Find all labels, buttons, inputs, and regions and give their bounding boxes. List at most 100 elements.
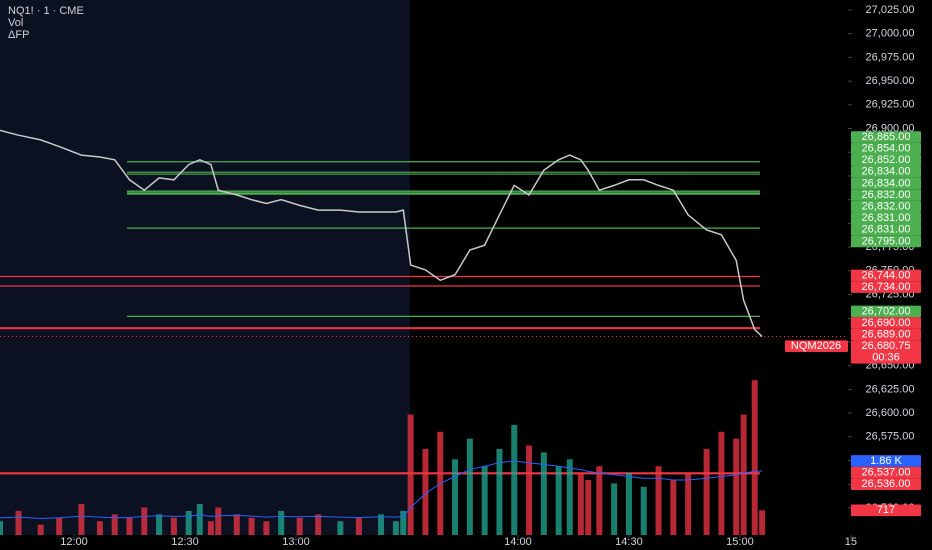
price-tag-label: 26,852.00 bbox=[862, 154, 911, 166]
y-tick-label: 26,575.00 bbox=[866, 431, 915, 443]
x-tick-label: 14:30 bbox=[615, 536, 643, 548]
price-tag bbox=[851, 224, 921, 236]
volume-bar bbox=[640, 486, 647, 535]
price-tag bbox=[851, 478, 921, 490]
volume-bar bbox=[196, 504, 203, 535]
volume-bar bbox=[56, 517, 63, 535]
chart-title: NQ1! · 1 · CME bbox=[8, 5, 84, 17]
volume-bar bbox=[511, 424, 518, 535]
volume-bar bbox=[296, 517, 303, 535]
price-tag bbox=[851, 212, 921, 225]
price-tag bbox=[851, 455, 921, 467]
symbol-tag bbox=[785, 340, 848, 352]
y-tick-label: 26,625.00 bbox=[866, 383, 915, 395]
volume-bar bbox=[611, 483, 618, 535]
price-tag-label: 26,832.00 bbox=[862, 189, 911, 201]
x-tick-label: 15 bbox=[845, 536, 857, 548]
volume-bar bbox=[233, 514, 240, 535]
price-tag bbox=[851, 235, 921, 248]
price-line bbox=[0, 129, 763, 338]
price-tag-label: 00:36 bbox=[872, 352, 900, 364]
y-tick-label: 26,925.00 bbox=[866, 99, 915, 111]
price-tag bbox=[851, 154, 921, 167]
volume-bar bbox=[703, 448, 710, 535]
volume-bar bbox=[37, 524, 44, 535]
y-tick-label: 27,025.00 bbox=[866, 4, 915, 16]
volume-bar bbox=[126, 517, 133, 535]
volume-bar bbox=[378, 514, 385, 535]
price-tag bbox=[851, 269, 921, 282]
price-tag-label: 26,831.00 bbox=[862, 224, 911, 236]
volume-bar bbox=[751, 380, 758, 535]
symbol-tag-label: NQM2026 bbox=[791, 340, 841, 352]
price-tag-label: 26,834.00 bbox=[862, 177, 911, 189]
price-tag-label: 26,744.00 bbox=[862, 269, 911, 281]
volume-bar bbox=[156, 514, 163, 535]
x-tick-label: 12:00 bbox=[60, 536, 88, 548]
volume-bar bbox=[111, 514, 118, 535]
price-tag bbox=[851, 166, 921, 178]
volume-bar bbox=[481, 466, 488, 535]
volume-bar bbox=[596, 466, 603, 535]
price-tag bbox=[851, 340, 921, 364]
price-tag-label: 26,537.00 bbox=[862, 466, 911, 478]
price-tag bbox=[851, 142, 921, 155]
study-label: ΔFP bbox=[8, 29, 29, 41]
volume-bar bbox=[315, 514, 322, 535]
volume-bar bbox=[407, 414, 414, 535]
x-tick-label: 12:30 bbox=[171, 536, 199, 548]
volume-bar bbox=[670, 479, 677, 535]
price-tag-label: 26,865.00 bbox=[862, 131, 911, 143]
volume-bar bbox=[733, 438, 740, 535]
price-tag-label: 26,734.00 bbox=[862, 281, 911, 293]
volume-bar bbox=[566, 459, 573, 535]
price-tag-label: 26,831.00 bbox=[862, 212, 911, 224]
volume-bar bbox=[248, 517, 255, 535]
y-tick-label: 26,600.00 bbox=[866, 407, 915, 419]
volume-bar bbox=[0, 521, 3, 535]
price-tag-label: 26,795.00 bbox=[862, 235, 911, 247]
volume-ma-line bbox=[0, 460, 763, 520]
price-tag bbox=[851, 131, 921, 143]
volume-bar bbox=[452, 459, 459, 535]
price-tag bbox=[851, 281, 921, 293]
price-tag-label: 26,832.00 bbox=[862, 201, 911, 213]
price-tag-label: 26,689.00 bbox=[862, 328, 911, 340]
price-tag-label: 717 bbox=[877, 504, 895, 516]
y-tick-label: 26,950.00 bbox=[866, 75, 915, 87]
volume-bar bbox=[170, 517, 177, 535]
volume-bar bbox=[422, 448, 429, 535]
price-tag bbox=[851, 466, 921, 479]
volume-bar bbox=[466, 438, 473, 535]
volume-bar bbox=[400, 510, 407, 535]
volume-bar bbox=[207, 521, 214, 535]
price-tag bbox=[851, 177, 921, 190]
volume-bar bbox=[96, 521, 103, 535]
premarket-shade bbox=[0, 0, 410, 535]
price-tag bbox=[851, 504, 921, 517]
volume-bar bbox=[655, 466, 662, 535]
x-tick-label: 13:00 bbox=[282, 536, 310, 548]
volume-bar bbox=[685, 473, 692, 535]
volume-bar bbox=[392, 521, 399, 535]
price-tag-label: 26,690.00 bbox=[862, 317, 911, 329]
volume-bar bbox=[540, 452, 547, 535]
volume-bar bbox=[585, 479, 592, 535]
price-tag-label: 26,702.00 bbox=[862, 305, 911, 317]
volume-bar bbox=[625, 473, 632, 535]
volume-bar bbox=[759, 510, 766, 535]
price-tag bbox=[851, 200, 921, 213]
volume-bar bbox=[278, 510, 285, 535]
price-tag-label: 26,834.00 bbox=[862, 166, 911, 178]
volume-bar bbox=[215, 507, 222, 535]
x-tick-label: 14:00 bbox=[504, 536, 532, 548]
price-tag bbox=[851, 189, 921, 201]
volume-bar bbox=[496, 448, 503, 535]
y-tick-label: 27,000.00 bbox=[866, 28, 915, 40]
price-tag-label: 26,536.00 bbox=[862, 478, 911, 490]
volume-bar bbox=[718, 431, 725, 535]
volume-bar bbox=[740, 414, 747, 535]
volume-bar bbox=[577, 473, 584, 535]
volume-bar bbox=[337, 521, 344, 535]
